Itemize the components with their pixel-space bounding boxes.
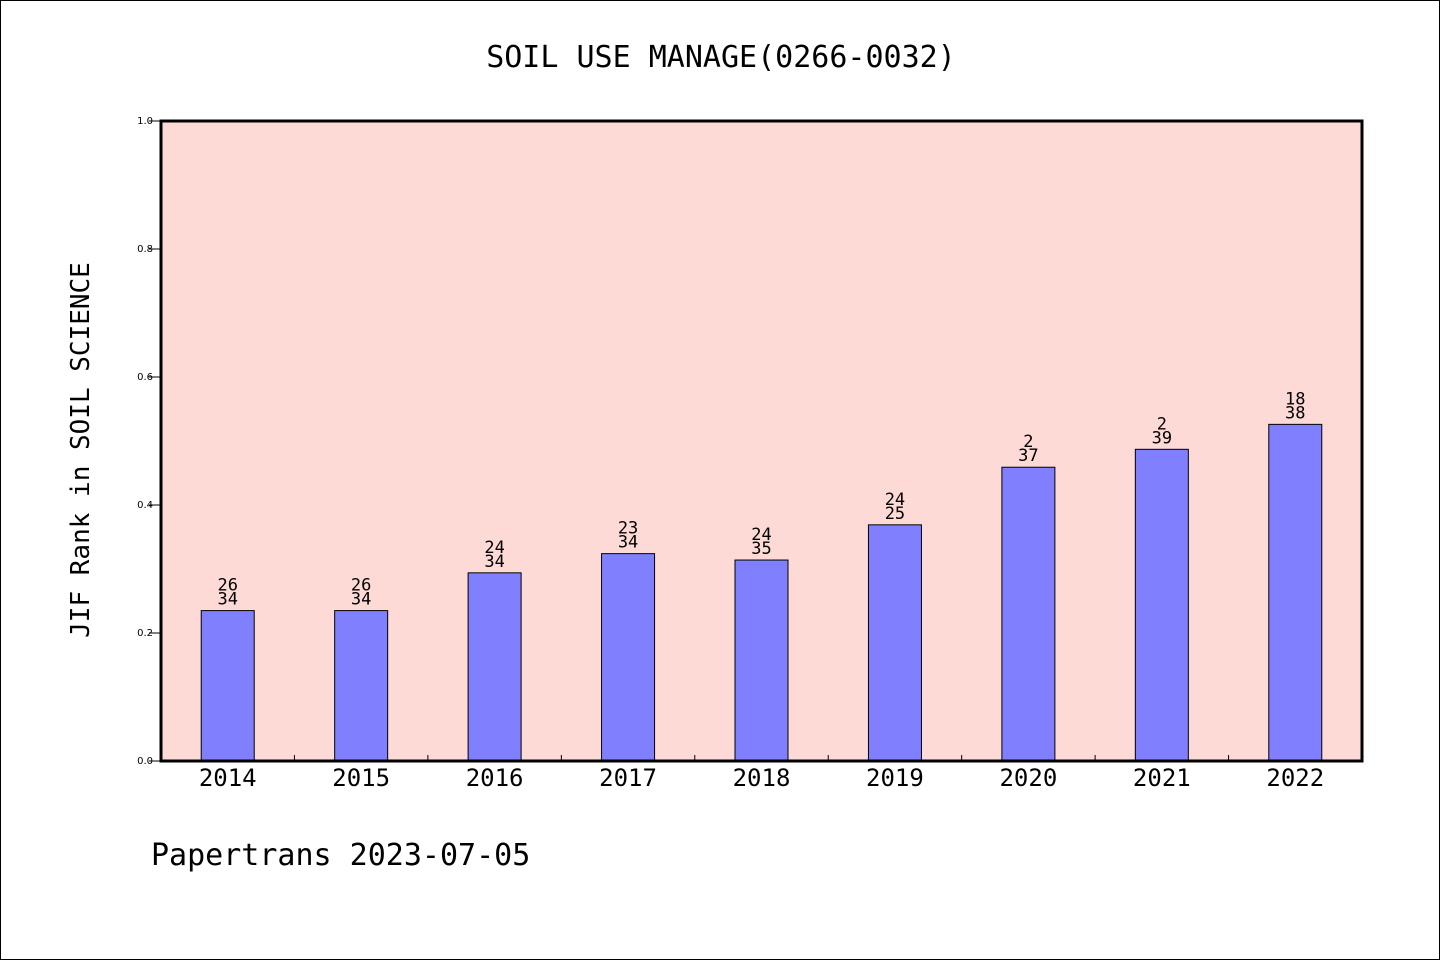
total-label-2019: 25 (885, 504, 905, 524)
bar-2017 (601, 553, 656, 762)
y-tick-label: 0.2 (137, 628, 153, 639)
x-tick-label-2014: 2014 (199, 764, 257, 792)
chart-title: SOIL USE MANAGE(0266-0032) (486, 40, 956, 75)
y-tick-label: 1.0 (137, 116, 153, 127)
rank-label-2015: 26 (351, 576, 371, 596)
rank-label-2018: 24 (751, 525, 771, 545)
total-label-2020: 37 (1018, 446, 1038, 466)
x-tick-label-2019: 2019 (866, 764, 924, 792)
total-label-2022: 38 (1285, 403, 1305, 423)
bar-2019 (867, 524, 922, 762)
y-tick-label: 0.6 (137, 372, 153, 383)
rank-label-2022: 18 (1285, 389, 1305, 409)
x-tick-label-2021: 2021 (1133, 764, 1191, 792)
total-label-2018: 35 (751, 539, 771, 559)
y-tick-label: 0.4 (137, 500, 153, 511)
y-tick-label: 0.8 (137, 244, 153, 255)
y-axis: 0.0 0.2 0.4 0.6 0.8 1.0 (137, 116, 161, 767)
y-tick-label: 0.0 (137, 756, 153, 767)
bar-2018 (734, 559, 789, 762)
bar-2015 (334, 610, 389, 762)
bar-2016 (467, 572, 522, 762)
bar-series (200, 423, 1323, 762)
bar-2022 (1268, 423, 1323, 762)
x-tick-label-2015: 2015 (332, 764, 390, 792)
rank-label-2021: 2 (1157, 414, 1167, 434)
bar-2021 (1134, 448, 1189, 762)
bar-2020 (1001, 466, 1056, 762)
total-label-2017: 34 (618, 533, 638, 553)
total-label-2021: 39 (1152, 428, 1172, 448)
total-label-2016: 34 (484, 552, 504, 572)
x-axis: 2014 2015 2016 2017 2018 2019 2020 2021 2022 (199, 755, 1324, 792)
bar-2014 (200, 610, 255, 762)
rank-label-2016: 24 (484, 538, 504, 558)
rank-label-2020: 2 (1023, 432, 1033, 452)
rank-label-2014: 26 (217, 576, 237, 596)
x-tick-label-2022: 2022 (1266, 764, 1324, 792)
x-tick-label-2020: 2020 (999, 764, 1057, 792)
footer-source-date: Papertrans 2023-07-05 (151, 838, 530, 873)
y-axis-label: JIF Rank in SOIL SCIENCE (66, 262, 96, 638)
x-tick-label-2016: 2016 (466, 764, 524, 792)
rank-label-2019: 24 (885, 490, 905, 510)
plot-border (159, 119, 1364, 763)
x-tick-label-2017: 2017 (599, 764, 657, 792)
x-tick-label-2018: 2018 (733, 764, 791, 792)
total-label-2015: 34 (351, 590, 371, 610)
rank-label-2017: 23 (618, 519, 638, 539)
total-label-2014: 34 (217, 590, 237, 610)
